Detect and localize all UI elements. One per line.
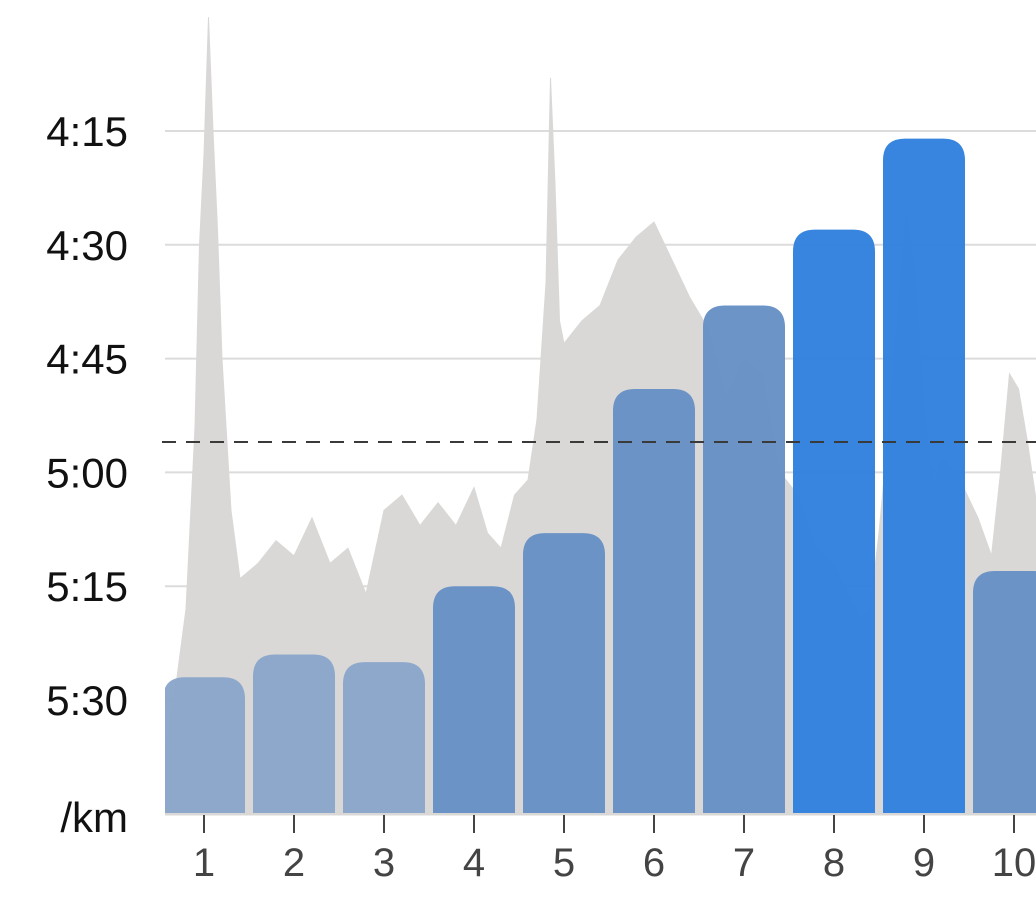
bar-split-3[interactable] bbox=[343, 662, 425, 813]
bar-split-2[interactable] bbox=[253, 654, 335, 813]
x-tick-label: 9 bbox=[913, 841, 935, 885]
x-tick-label: 1 bbox=[193, 841, 215, 885]
y-tick-label: 5:15 bbox=[46, 563, 128, 610]
y-axis-unit-label: /km bbox=[60, 794, 128, 841]
bar-split-4[interactable] bbox=[433, 586, 515, 813]
bar-split-1[interactable] bbox=[163, 677, 245, 813]
bar-split-6[interactable] bbox=[613, 388, 695, 813]
split-bars bbox=[163, 138, 1036, 814]
x-tick-label: 2 bbox=[283, 841, 305, 885]
bar-split-10[interactable] bbox=[973, 571, 1036, 813]
bar-split-8[interactable] bbox=[793, 229, 875, 814]
bar-split-5[interactable] bbox=[523, 533, 605, 813]
x-tick-label: 4 bbox=[463, 841, 485, 885]
bar-split-7[interactable] bbox=[703, 305, 785, 813]
x-tick-label: 8 bbox=[823, 841, 845, 885]
y-tick-label: 5:30 bbox=[46, 677, 128, 724]
x-tick-label: 3 bbox=[373, 841, 395, 885]
x-axis-ticks: 1 2 3 4 5 6 7 8 9 10 bbox=[193, 815, 1036, 885]
y-tick-label: 4:45 bbox=[46, 336, 128, 383]
y-axis-ticks: 4:15 4:30 4:45 5:00 5:15 5:30 bbox=[46, 108, 128, 724]
bar-split-9[interactable] bbox=[883, 138, 965, 813]
x-tick-label: 5 bbox=[553, 841, 575, 885]
y-tick-label: 4:15 bbox=[46, 108, 128, 155]
y-tick-label: 4:30 bbox=[46, 222, 128, 269]
y-tick-label: 5:00 bbox=[46, 449, 128, 496]
x-tick-label: 7 bbox=[733, 841, 755, 885]
x-tick-label: 6 bbox=[643, 841, 665, 885]
x-tick-label: 10 bbox=[992, 841, 1036, 885]
